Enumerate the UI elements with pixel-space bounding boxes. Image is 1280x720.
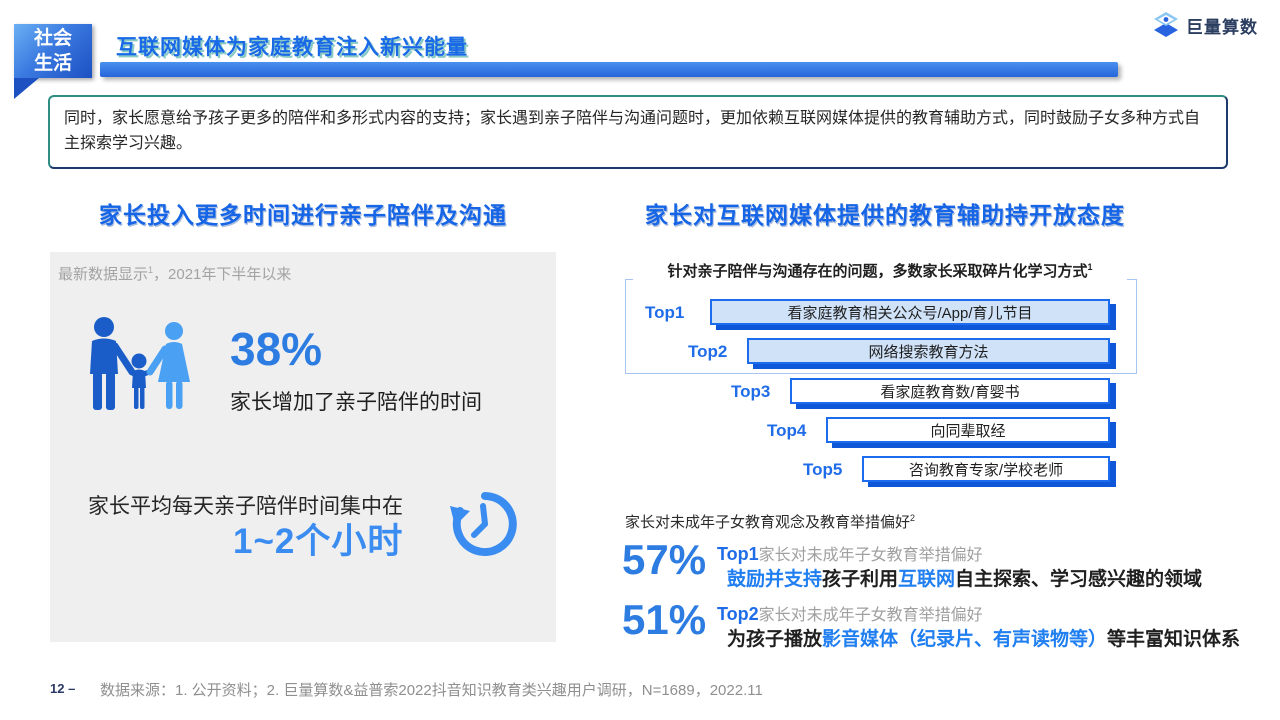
panel-note-sup: 1 <box>148 265 154 275</box>
panel-note-rest: ，2021年下半年以来 <box>153 266 292 283</box>
stat-38-label: 家长增加了亲子陪伴的时间 <box>230 391 482 414</box>
pref-caption: 家长对未成年子女教育观念及教育举措偏好2 <box>625 511 915 532</box>
data-source-note: 数据来源：1. 公开资料；2. 巨量算数&益普索2022抖音知识教育类兴趣用户调… <box>100 682 763 699</box>
seg-text: 等丰富知识体系 <box>1107 629 1241 650</box>
left-stat-panel <box>50 252 556 642</box>
panel-note: 最新数据显示1，2021年下半年以来 <box>58 263 291 284</box>
title-underline-bar <box>100 62 1118 77</box>
left-section-title: 家长投入更多时间进行亲子陪伴及沟通 <box>99 202 507 228</box>
rank-bar-top5: 咨询教育专家/学校老师 <box>862 456 1110 482</box>
stat-51-rank-note: 家长对未成年子女教育举措偏好 <box>758 607 983 624</box>
stat-51-percent: 51% <box>622 596 707 643</box>
right-section-title: 家长对互联网媒体提供的教育辅助持开放态度 <box>645 202 1125 228</box>
stat-51-rank-line: Top2家长对未成年子女教育举措偏好 <box>717 601 983 625</box>
page-number-dash: – <box>68 681 76 696</box>
badge-line1: 社会 <box>33 28 72 49</box>
seg-text: 鼓励并支持 <box>727 569 823 590</box>
page-title: 互联网媒体为家庭教育注入新兴能量 <box>116 36 468 59</box>
stat-38-percent: 38% <box>230 323 323 375</box>
stat-57-percent: 57% <box>622 536 707 583</box>
rank-label-top2: Top2 <box>688 342 728 361</box>
seg-text: 影音媒体（纪录片、有声读物等） <box>822 629 1108 650</box>
seg-text: 为孩子播放 <box>727 629 823 650</box>
stat-time-lead: 家长平均每天亲子陪伴时间集中在 <box>88 495 403 518</box>
ranking-caption-text: 针对亲子陪伴与沟通存在的问题，多数家长采取碎片化学习方式 <box>667 263 1088 280</box>
rank-bar-top2: 网络搜索教育方法 <box>747 338 1110 364</box>
stat-57-description: 鼓励并支持孩子利用互联网自主探索、学习感兴趣的领域 <box>727 564 1202 591</box>
rank-bar-top3: 看家庭教育数/育婴书 <box>790 378 1110 404</box>
corner-badge: 社会 生活 <box>14 24 92 78</box>
diamond-logo-icon <box>1154 12 1178 37</box>
pref-caption-text: 家长对未成年子女教育观念及教育举措偏好 <box>625 514 911 531</box>
seg-text: 自主探索、学习感兴趣的领域 <box>955 569 1203 590</box>
ranking-caption-sup: 1 <box>1087 262 1093 272</box>
rank-label-top5: Top5 <box>803 460 843 479</box>
family-icon <box>90 317 190 410</box>
rank-bar-top1: 看家庭教育相关公众号/App/育儿节目 <box>710 299 1110 325</box>
intro-text: 同时，家长愿意给予孩子更多的陪伴和多形式内容的支持；家长遇到亲子陪伴与沟通问题时… <box>64 110 1201 152</box>
rank-label-top3: Top3 <box>731 382 771 401</box>
stat-57-rank-tag: Top1 <box>717 544 759 564</box>
rank-label-top1: Top1 <box>645 303 685 322</box>
stat-time-value: 1~2个小时 <box>233 522 404 561</box>
panel-note-main: 最新数据显示 <box>58 266 149 283</box>
stat-57-rank-line: Top1家长对未成年子女教育举措偏好 <box>717 541 983 565</box>
rank-label-top4: Top4 <box>767 421 807 440</box>
page-number-value: 12 <box>50 681 65 696</box>
badge-tail-shape <box>14 78 39 99</box>
pref-caption-sup: 2 <box>910 513 916 523</box>
brand-logo: 巨量算数 <box>1152 11 1258 39</box>
rank-bar-top4: 向同辈取经 <box>826 417 1110 443</box>
page-number: 12 – <box>50 681 75 696</box>
stat-57-rank-note: 家长对未成年子女教育举措偏好 <box>758 547 983 564</box>
clock-history-icon <box>450 492 517 556</box>
intro-text-box: 同时，家长愿意给予孩子更多的陪伴和多形式内容的支持；家长遇到亲子陪伴与沟通问题时… <box>48 95 1228 169</box>
ranking-caption: 针对亲子陪伴与沟通存在的问题，多数家长采取碎片化学习方式1 <box>633 260 1127 281</box>
seg-text: 孩子利用 <box>822 569 899 590</box>
brand-logo-text: 巨量算数 <box>1186 17 1258 37</box>
seg-text: 互联网 <box>898 569 956 590</box>
stat-51-description: 为孩子播放影音媒体（纪录片、有声读物等）等丰富知识体系 <box>727 624 1240 651</box>
badge-line2: 生活 <box>33 53 72 74</box>
stat-51-rank-tag: Top2 <box>717 604 759 624</box>
